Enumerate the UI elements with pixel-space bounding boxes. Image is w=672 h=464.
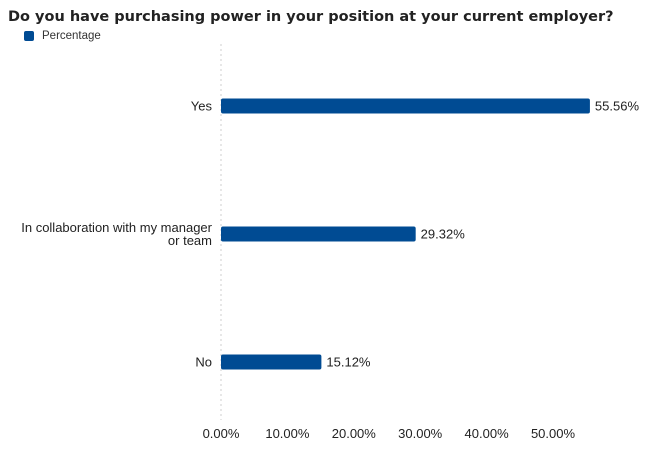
x-tick-label: 0.00%: [203, 426, 240, 441]
x-tick-label: 30.00%: [398, 426, 443, 441]
legend-label: Percentage: [42, 30, 101, 42]
category-label: No: [195, 355, 212, 370]
x-tick-label: 10.00%: [265, 426, 310, 441]
chart-title: Do you have purchasing power in your pos…: [8, 9, 614, 25]
x-tick-label: 20.00%: [332, 426, 377, 441]
category-label: or team: [168, 233, 212, 248]
x-tick-label: 50.00%: [531, 426, 576, 441]
x-tick-label: 40.00%: [465, 426, 510, 441]
bar-0[interactable]: [221, 98, 590, 114]
value-label: 29.32%: [421, 227, 466, 242]
bar-2[interactable]: [221, 354, 322, 370]
legend-swatch: [24, 31, 34, 41]
category-label: Yes: [191, 99, 213, 114]
legend[interactable]: Percentage: [24, 30, 101, 42]
value-label: 15.12%: [326, 355, 371, 370]
bar-1[interactable]: [221, 226, 416, 242]
category-label: In collaboration with my manager: [21, 220, 212, 235]
value-label: 55.56%: [595, 99, 640, 114]
